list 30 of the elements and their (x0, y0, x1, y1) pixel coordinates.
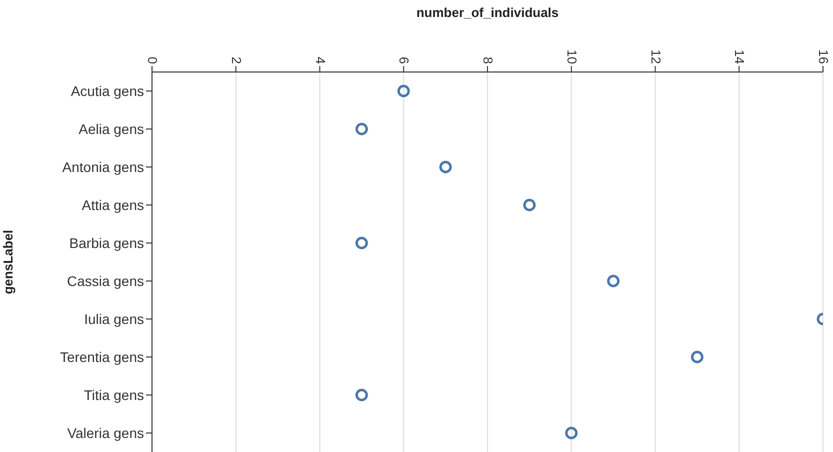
y-tick-label: Antonia gens (62, 158, 144, 175)
y-tick-label: Terentia gens (60, 348, 144, 365)
x-tick-label: 2 (228, 56, 244, 64)
x-tick-label: 0 (145, 56, 160, 64)
point (355, 236, 368, 250)
point (565, 426, 578, 440)
x-tick-label: 14 (732, 50, 748, 64)
point (439, 160, 452, 174)
y-tick-label: Acutia gens (70, 82, 144, 99)
x-tick-label: 16 (816, 50, 831, 64)
x-tick-label: 8 (480, 56, 496, 64)
point (523, 198, 536, 212)
y-tick-label: Iulia gens (84, 310, 144, 327)
x-axis-title: number_of_individuals (416, 5, 559, 20)
point (397, 84, 410, 98)
point (355, 122, 368, 136)
y-tick-label: Attia gens (82, 196, 144, 213)
x-tick-label: 6 (396, 56, 412, 64)
x-tick-label: 10 (564, 50, 580, 64)
y-tick-label: Barbia gens (69, 234, 144, 251)
x-tick-label: 4 (312, 56, 328, 64)
point (355, 388, 368, 402)
x-tick-label: 12 (648, 50, 664, 64)
y-axis-title: gensLabel (0, 230, 16, 294)
point (690, 350, 704, 364)
y-tick-label: Titia gens (84, 386, 144, 403)
point (607, 274, 620, 288)
y-tick-label: Cassia gens (66, 272, 144, 289)
y-tick-label: Valeria gens (67, 424, 144, 441)
y-tick-label: Aelia gens (78, 120, 144, 137)
